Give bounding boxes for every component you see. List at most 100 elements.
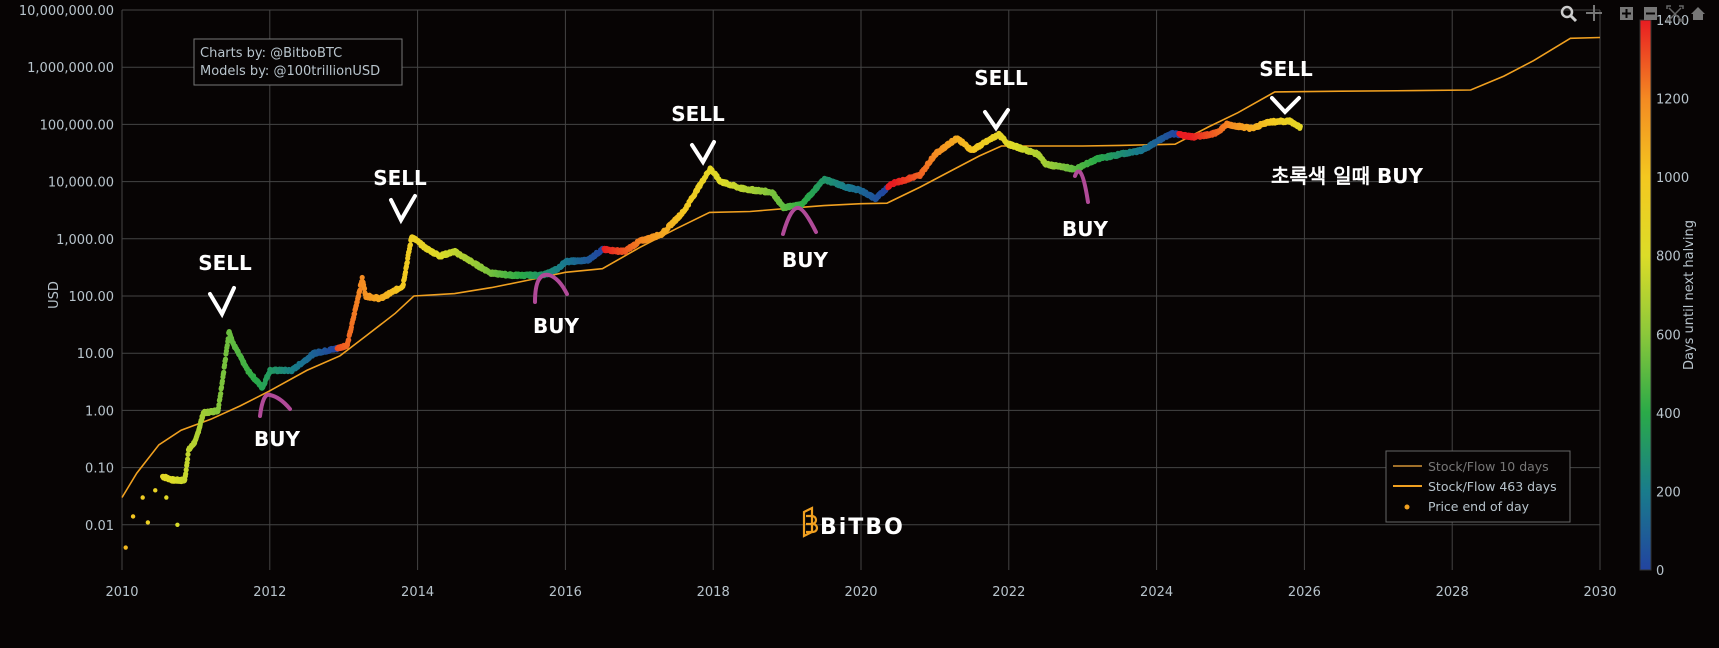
bitbo-logo-text: BiTBO — [820, 515, 905, 540]
colorbar-ticks: 0 200 400 600 800 1000 1200 1400 — [1656, 14, 1689, 579]
credits-box: Charts by: @BitboBTC Models by: @100tril… — [193, 38, 403, 86]
y-tick-label: 0.01 — [85, 519, 114, 534]
buy-label-2015: BUY — [533, 314, 579, 338]
price-point — [359, 274, 365, 281]
y-axis-title: USD — [47, 281, 62, 309]
y-tick-label: 10,000.00 — [48, 176, 114, 191]
buy-mark — [1073, 169, 1090, 204]
legend: Stock/Flow 10 days Stock/Flow 463 days P… — [1385, 450, 1571, 523]
legend-label: Stock/Flow 463 days — [1428, 479, 1557, 494]
zoom-in-icon[interactable] — [1620, 7, 1633, 20]
bitbo-logo: BiTBO — [802, 506, 905, 540]
grid — [121, 9, 1601, 570]
credits-models-by: Models by: @100trillionUSD — [200, 64, 380, 79]
price-point — [218, 391, 224, 397]
sell-label-2021: SELL — [974, 66, 1028, 90]
price-point — [1297, 123, 1303, 129]
buy-label-2011: BUY — [254, 427, 300, 451]
price-point — [183, 467, 189, 473]
price-point — [221, 369, 227, 375]
y-tick-label: 10,000,000.00 — [19, 4, 114, 19]
sell-label-2011: SELL — [198, 251, 252, 275]
x-tick-label: 2016 — [549, 585, 582, 600]
x-tick-label: 2022 — [992, 585, 1025, 600]
sell-label-2025: SELL — [1259, 57, 1313, 81]
sell-check-mark — [389, 194, 417, 225]
x-axis: 2010 2012 2014 2016 2018 2020 2022 2024 2026 2028… — [105, 585, 1616, 600]
colorbar-tick-label: 400 — [1656, 407, 1681, 422]
x-tick-label: 2012 — [253, 585, 286, 600]
price-point — [185, 456, 191, 462]
price-point — [130, 514, 136, 519]
x-tick-label: 2028 — [1436, 585, 1469, 600]
y-tick-label: 100.00 — [69, 290, 115, 305]
price-point — [402, 269, 409, 275]
home-icon[interactable] — [1691, 7, 1705, 20]
price-point — [219, 378, 225, 384]
zoom-out-icon[interactable] — [1644, 7, 1657, 20]
price-point — [407, 242, 413, 248]
colorbar-tick-label: 0 — [1656, 564, 1664, 579]
sell-label-2013: SELL — [373, 166, 427, 190]
legend-item-sf463[interactable]: Stock/Flow 463 days — [1393, 479, 1557, 494]
legend-label: Stock/Flow 10 days — [1428, 459, 1549, 474]
price-point — [185, 451, 191, 457]
x-tick-label: 2030 — [1583, 585, 1616, 600]
early-price-points — [123, 488, 180, 550]
buy-mark — [258, 392, 292, 418]
y-tick-label: 1,000.00 — [56, 233, 114, 248]
bitbo-logo-icon — [802, 506, 819, 538]
price-point — [404, 259, 410, 265]
price-point — [218, 384, 225, 390]
price-point — [357, 287, 363, 293]
pan-icon[interactable] — [1586, 5, 1602, 21]
buy-mark — [781, 205, 818, 236]
sell-check-mark — [983, 108, 1010, 132]
sell-check-mark — [208, 286, 236, 319]
price-point — [153, 488, 158, 493]
annotations — [208, 96, 1301, 418]
price-point — [164, 495, 169, 500]
price-point — [222, 362, 228, 368]
price-point — [361, 286, 368, 292]
sell-label-2017: SELL — [671, 102, 725, 126]
x-tick-label: 2014 — [401, 585, 434, 600]
colorbar-title: Days until next halving — [1682, 220, 1697, 370]
modebar — [1560, 5, 1705, 23]
x-tick-label: 2024 — [1140, 585, 1173, 600]
price-point — [222, 356, 229, 362]
y-tick-label: 0.10 — [85, 462, 114, 477]
sell-check-mark — [690, 140, 716, 166]
price-point — [175, 522, 180, 527]
colorbar-tick-label: 1200 — [1656, 93, 1689, 108]
price-point — [140, 495, 145, 500]
y-tick-label: 1.00 — [85, 404, 114, 419]
x-tick-label: 2018 — [697, 585, 730, 600]
price-point — [346, 337, 352, 343]
x-tick-label: 2010 — [105, 585, 138, 600]
price-series — [160, 117, 1303, 485]
colorbar-tick-label: 200 — [1656, 485, 1681, 500]
legend-item-price[interactable]: Price end of day — [1404, 499, 1530, 514]
price-point — [224, 342, 230, 348]
buy-label-2019: BUY — [782, 248, 828, 272]
price-point — [145, 520, 151, 525]
colorbar-tick-label: 1000 — [1656, 171, 1689, 186]
price-point — [123, 545, 128, 550]
x-tick-label: 2026 — [1288, 585, 1321, 600]
colorbar — [1639, 19, 1652, 571]
sell-check-mark — [1270, 96, 1301, 115]
price-point — [400, 282, 406, 288]
green-buy-label: 초록색 일때 BUY — [1271, 164, 1423, 188]
colorbar-tick-label: 600 — [1656, 328, 1681, 343]
legend-item-sf10[interactable]: Stock/Flow 10 days — [1393, 459, 1549, 474]
y-axis: 10,000,000.00 1,000,000.00 100,000.00 10,00… — [19, 4, 114, 534]
credits-charts-by: Charts by: @BitboBTC — [200, 46, 342, 61]
colorbar-tick-label: 1400 — [1656, 14, 1689, 29]
zoom-icon[interactable] — [1560, 5, 1578, 23]
price-point — [216, 402, 222, 408]
buy-label-2022: BUY — [1062, 217, 1108, 241]
legend-label: Price end of day — [1428, 499, 1530, 514]
autoscale-icon[interactable] — [1666, 5, 1684, 22]
price-point — [352, 311, 358, 317]
